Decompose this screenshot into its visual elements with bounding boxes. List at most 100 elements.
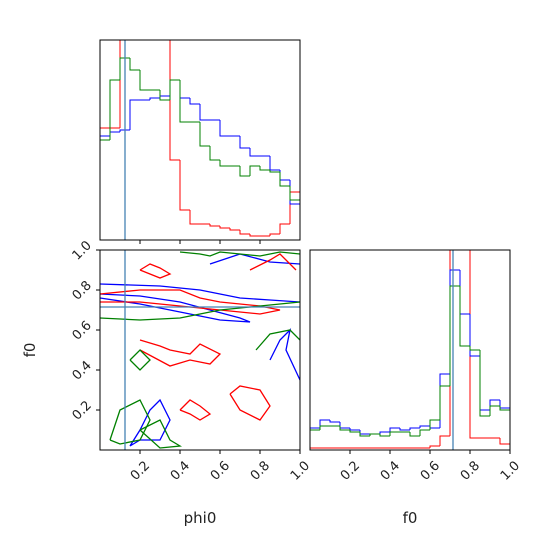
- x-tick-label: 1.0: [288, 458, 313, 483]
- hist-bin: [209, 224, 220, 227]
- hist-bin: [359, 430, 370, 435]
- hist-bin: [339, 426, 350, 431]
- x-tick-label: 1.0: [498, 458, 523, 483]
- hist-bin: [100, 127, 110, 240]
- hist-bin: [119, 57, 130, 80]
- hist-bin: [409, 427, 420, 430]
- contour-line: [100, 283, 300, 303]
- hist-bin: [499, 406, 510, 450]
- hist-bin: [419, 429, 430, 436]
- x-tick-label: 0.4: [378, 458, 403, 483]
- hist-bin: [359, 432, 370, 437]
- x-tick-label: 0.8: [248, 458, 273, 483]
- x-axis-label: phi0: [184, 509, 217, 527]
- contour-line: [269, 328, 300, 381]
- contour-line: [139, 339, 222, 367]
- hist-bin: [109, 79, 120, 140]
- hist-bin: [149, 97, 160, 100]
- hist-bin: [349, 428, 360, 431]
- contour-line: [100, 301, 300, 321]
- hist-bin: [169, 79, 180, 96]
- hist-bin: [439, 385, 450, 420]
- contour-line: [100, 293, 251, 323]
- hist-bin: [479, 350, 490, 417]
- contour-line: [229, 385, 271, 421]
- axes-frame: [99, 249, 301, 451]
- hist-bin: [369, 433, 380, 436]
- hist-bin: [229, 228, 240, 231]
- hist-bin: [239, 166, 250, 177]
- hist-bin: [249, 165, 260, 176]
- contour-line: [255, 329, 300, 351]
- hist-bin: [409, 432, 420, 437]
- y-tick-label: 0.2: [70, 398, 95, 423]
- hist-bin: [489, 399, 500, 410]
- hist-bin: [109, 131, 120, 136]
- hist-bin: [159, 90, 170, 101]
- hist-bin: [319, 419, 330, 428]
- hist-bin: [279, 223, 290, 234]
- hist-bin: [289, 191, 300, 240]
- hist-bin: [319, 425, 330, 430]
- hist-bin: [279, 172, 290, 187]
- hist-bin: [189, 210, 200, 225]
- x-tick-label: 0.2: [128, 458, 153, 483]
- x-tick-label: 0.6: [418, 458, 443, 483]
- y-tick-label: 1.0: [70, 238, 95, 263]
- hist-bin: [379, 431, 390, 434]
- hist-bin: [429, 445, 440, 448]
- hist-bin: [199, 122, 210, 147]
- hist-bin: [199, 104, 210, 121]
- hist-bin: [269, 233, 280, 236]
- hist-bin: [239, 136, 250, 149]
- hist-bin: [339, 422, 350, 429]
- y-tick-label: 0.8: [70, 278, 95, 303]
- hist-bin: [129, 99, 140, 130]
- hist-bin: [269, 156, 280, 171]
- hist-bin: [159, 95, 170, 98]
- hist-bin: [349, 430, 360, 433]
- hist-bin: [249, 234, 260, 237]
- hist-bin: [219, 226, 230, 229]
- hist-bin: [219, 120, 230, 137]
- contour-line: [179, 399, 212, 421]
- hist-bin: [310, 429, 320, 450]
- x-axis-label: f0: [403, 509, 418, 527]
- hist-bin: [499, 400, 510, 450]
- hist-bin: [219, 160, 230, 167]
- hist-bin: [189, 98, 200, 105]
- contour-line: [129, 349, 151, 371]
- hist-bin: [249, 148, 260, 157]
- y-tick-label: 0.6: [70, 318, 95, 343]
- hist-bin: [469, 346, 480, 351]
- hist-bin: [129, 58, 140, 71]
- y-tick-label: 0.4: [70, 358, 95, 383]
- hist-bin: [179, 160, 190, 211]
- x-tick-label: 0.6: [208, 458, 233, 483]
- hist-bin: [459, 270, 470, 315]
- hist-bin: [100, 135, 110, 240]
- hist-bin: [119, 129, 130, 132]
- hist-bin: [479, 356, 490, 411]
- hist-bin: [169, 79, 180, 100]
- hist-bin: [419, 425, 430, 428]
- contour-line: [129, 398, 171, 447]
- hist-bin: [489, 405, 500, 416]
- hist-bin: [169, 40, 180, 161]
- plot-area: [100, 250, 300, 450]
- contour-line: [139, 263, 172, 279]
- hist-bin: [439, 373, 450, 428]
- plot-area: [310, 250, 510, 450]
- hist-bin: [379, 434, 390, 437]
- x-tick-label: 0.2: [338, 458, 363, 483]
- hist-bin: [279, 170, 290, 181]
- contour-line: [109, 399, 151, 445]
- contour-line: [139, 419, 183, 449]
- hist-bin: [499, 438, 510, 450]
- hist-bin: [449, 250, 451, 436]
- hist-bin: [179, 80, 190, 123]
- axes-frame: [99, 39, 301, 241]
- hist-bin: [389, 431, 400, 436]
- hist-bin: [459, 286, 470, 347]
